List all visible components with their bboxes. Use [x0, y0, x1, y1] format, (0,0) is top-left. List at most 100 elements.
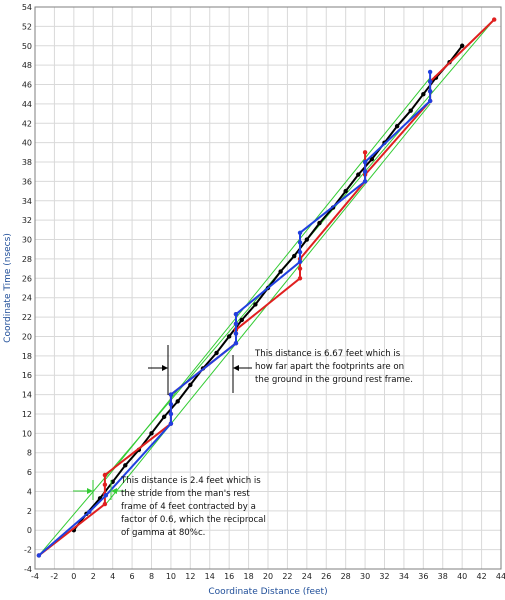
x-tick-label: 0	[71, 572, 76, 581]
data-point-blue	[168, 411, 174, 417]
y-tick-label: 34	[22, 197, 32, 206]
data-point-black	[394, 123, 400, 129]
data-point-black	[317, 220, 322, 226]
x-tick-label: 32	[379, 572, 389, 581]
tick-labels: -4 -2 0 2 4 6 8 10 12 14 16 18 20 22 24 26 28 30 32 34 36 38 4…	[22, 3, 505, 581]
data-point-blue	[87, 509, 92, 515]
data-point-black	[175, 399, 180, 404]
x-tick-label: 44	[496, 572, 505, 581]
data-point-black	[304, 237, 310, 242]
data-point-blue	[362, 179, 368, 184]
y-tick-label: 54	[22, 3, 32, 12]
y-tick-label: 2	[27, 507, 32, 516]
y-tick-label: 32	[22, 216, 32, 225]
x-tick-label: 42	[476, 572, 486, 581]
marker-layer	[73, 345, 252, 500]
data-point-blue	[36, 553, 42, 558]
y-axis-title: Coordinate Time (nsecs)	[3, 233, 13, 343]
y-tick-label: 26	[22, 274, 32, 283]
y-tick-label: 44	[22, 100, 32, 109]
data-point-black	[161, 414, 167, 420]
data-point-black	[226, 334, 232, 339]
data-point-blue	[233, 341, 239, 346]
y-tick-label: 36	[22, 177, 32, 186]
x-tick-label: 16	[224, 572, 234, 581]
y-tick-label: 18	[22, 352, 32, 361]
data-point-blue	[168, 402, 174, 407]
x-tick-label: 26	[321, 572, 331, 581]
y-tick-label: 42	[22, 119, 32, 128]
x-tick-label: 8	[149, 572, 154, 581]
stride-left-arrowhead	[87, 488, 93, 494]
y-tick-label: 22	[22, 313, 32, 322]
y-tick-label: 0	[27, 526, 32, 535]
data-point-blue	[297, 259, 303, 265]
annotation-distance-2-4: This distance is 2.4 feet which is the s…	[121, 476, 266, 538]
data-point-blue	[427, 69, 433, 75]
bracket-right-arrowhead	[233, 365, 239, 371]
data-point-black	[239, 317, 244, 323]
y-tick-label: 30	[22, 236, 32, 245]
data-point-black	[421, 92, 426, 97]
x-tick-label: 12	[185, 572, 195, 581]
data-point-black	[110, 479, 115, 484]
y-tick-label: 50	[22, 42, 32, 51]
x-tick-label: 24	[302, 572, 312, 581]
x-tick-label: 4	[110, 572, 115, 581]
data-point-black	[356, 172, 361, 177]
y-tick-label: 10	[22, 429, 32, 438]
x-tick-label: 14	[205, 572, 215, 581]
x-tick-label: -4	[31, 572, 39, 581]
series-layer	[36, 17, 497, 558]
data-point-red	[102, 501, 108, 507]
y-tick-label: 12	[22, 410, 32, 419]
data-point-black	[214, 350, 219, 356]
y-tick-label: 16	[22, 371, 32, 380]
x-tick-label: 36	[418, 572, 428, 581]
series-line-green	[105, 77, 431, 480]
y-tick-label: 8	[27, 449, 32, 458]
data-point-black	[459, 43, 465, 48]
data-point-blue	[427, 79, 433, 84]
data-point-blue	[103, 493, 109, 498]
data-point-blue	[427, 89, 433, 94]
data-point-red	[102, 482, 108, 487]
data-point-red	[102, 472, 108, 478]
bracket-left-arrowhead	[162, 365, 168, 371]
data-point-blue	[362, 159, 368, 165]
y-tick-label: 46	[22, 81, 32, 90]
x-tick-label: 34	[399, 572, 409, 581]
data-point-blue	[297, 230, 303, 235]
data-point-black	[188, 382, 193, 388]
y-tick-label: 52	[22, 22, 32, 31]
stride-right-arrowhead	[111, 488, 117, 494]
data-point-blue	[427, 98, 433, 104]
plot-frame	[34, 6, 502, 570]
y-tick-label: 48	[22, 61, 32, 70]
y-tick-label: 6	[27, 468, 32, 477]
x-tick-label: 18	[243, 572, 253, 581]
data-point-black	[343, 188, 348, 194]
data-point-red	[297, 266, 303, 271]
x-axis-title: Coordinate Distance (feet)	[208, 587, 327, 597]
data-point-black	[278, 269, 283, 274]
x-tick-label: -2	[50, 572, 58, 581]
y-tick-label: 4	[27, 487, 32, 496]
data-point-blue	[233, 311, 239, 317]
data-point-blue	[168, 421, 174, 426]
data-point-red	[492, 17, 497, 22]
data-point-black	[149, 431, 154, 436]
x-tick-label: 40	[457, 572, 467, 581]
data-point-black	[408, 108, 413, 113]
data-point-blue	[233, 331, 239, 336]
data-point-blue	[233, 321, 239, 327]
y-tick-label: 14	[22, 391, 32, 400]
y-tick-label: 38	[22, 158, 32, 167]
x-tick-label: 6	[130, 572, 135, 581]
x-tick-label: 22	[282, 572, 292, 581]
data-point-blue	[362, 169, 368, 174]
data-point-black	[253, 302, 258, 307]
series-line-blue	[38, 71, 432, 557]
y-tick-label: 40	[22, 139, 32, 148]
